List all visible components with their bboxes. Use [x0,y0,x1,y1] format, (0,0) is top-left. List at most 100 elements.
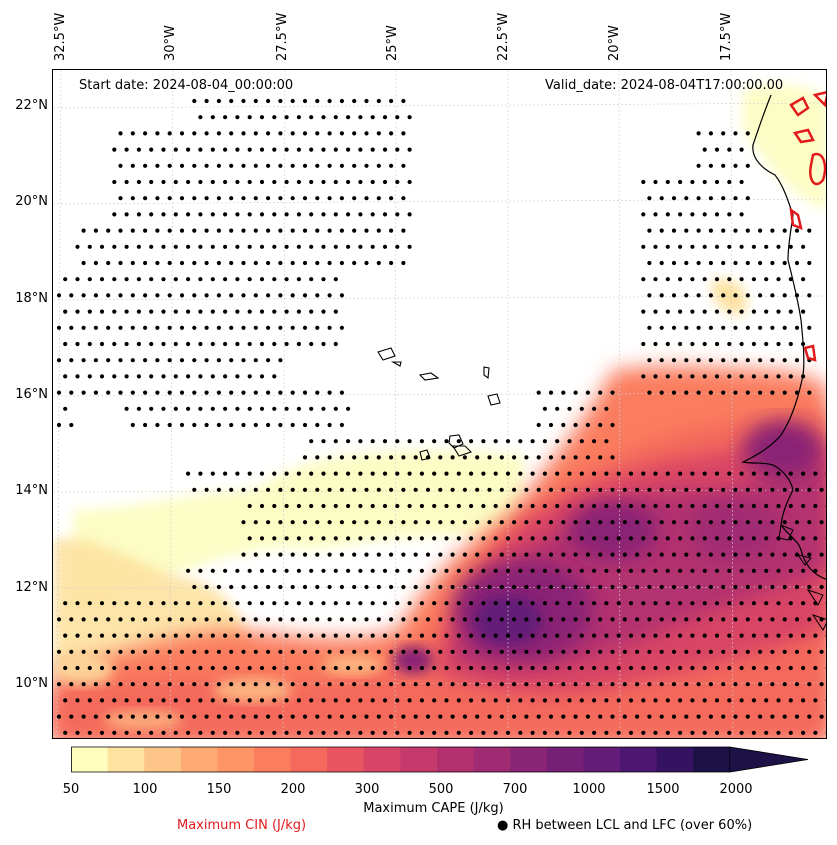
rh-dot [696,520,701,525]
rh-dot [432,730,437,735]
rh-dot [555,471,560,476]
rh-dot [87,730,92,735]
rh-dot [413,552,418,557]
rh-dot [469,601,474,606]
rh-dot [610,552,615,557]
rh-dot [641,212,646,217]
rh-dot [764,244,769,249]
rh-dot [321,568,326,573]
rh-dot [788,471,793,476]
rh-dot [259,633,265,638]
rh-dot [536,520,541,525]
rh-dot [794,617,800,622]
rh-dot [536,617,541,622]
rh-dot [75,309,80,314]
rh-dot [395,147,400,152]
rh-dot [210,212,215,217]
rh-dot [389,649,394,654]
rh-dot [69,293,74,298]
rh-dot [684,293,689,298]
rh-dot [339,520,344,525]
rh-dot [407,568,412,573]
rh-dot [167,131,172,136]
rh-dot [296,601,301,606]
rh-dot [210,179,215,185]
rh-dot [696,390,701,395]
lon-label-17-5w: 17.5°W [719,12,734,61]
rh-dot [714,147,720,152]
rh-dot [610,487,615,492]
rh-dot [505,503,511,509]
rh-dot [745,163,750,168]
rh-dot [678,503,683,509]
rh-dot [475,520,480,525]
rh-dot [395,244,400,249]
rh-dot [87,244,92,249]
rh-dot [149,374,154,379]
rh-dot [210,730,215,735]
rh-dot [210,633,215,638]
rh-dot [647,714,652,719]
rh-dot [518,633,523,638]
rh-dot [653,341,658,347]
rh-dot [714,730,720,735]
rh-dot [136,244,141,249]
start-date-text: Start date: 2024-08-04_00:00:00 [79,78,294,93]
rh-dot [469,471,474,476]
rh-dot [296,698,301,703]
rh-dot [610,714,615,719]
rh-dot [302,98,308,104]
rh-dot [382,244,388,249]
rh-dot [235,341,240,347]
rh-dot [296,536,301,541]
rh-dot [782,293,787,298]
rh-dot [647,487,652,492]
rh-dot [124,406,129,411]
rh-dot [315,228,320,233]
rh-dot [370,212,375,217]
rh-dot [192,584,197,590]
rh-dot [721,228,726,233]
rh-dot [505,601,511,606]
rh-dot [266,487,271,492]
rh-dot [327,682,332,687]
rh-dot [592,730,597,735]
rh-dot [106,293,111,298]
colorbar-tick: 1000 [572,782,606,797]
rh-dot [155,714,160,719]
rh-dot [327,260,332,266]
rh-dot [204,649,209,654]
rh-dot [714,568,720,573]
rh-dot [708,260,714,266]
rh-dot [530,633,535,638]
rh-dot [81,260,86,266]
rh-dot [192,617,197,622]
rh-dot [259,503,265,509]
rh-dot [118,390,123,395]
rh-dot [56,682,62,687]
colorbar-segment [363,747,401,772]
rh-dot [167,260,172,266]
rh-dot [339,196,344,201]
rh-dot [622,617,627,622]
rh-dot [690,212,695,217]
rh-dot [807,714,812,719]
rh-dot [143,228,148,233]
rh-dot [149,244,154,249]
rh-dot [721,584,726,590]
rh-dot [173,309,178,314]
rh-dot [302,714,308,719]
rh-dot [493,439,498,444]
rh-dot [173,341,178,347]
lon-label-30w: 30°W [163,25,178,61]
rh-dot [751,374,757,379]
rh-dot [333,471,338,476]
rh-dot [179,649,185,654]
rh-dot [112,277,117,282]
rh-dot [733,487,738,492]
rh-dot [721,260,726,266]
rh-dot [204,422,209,428]
rh-dot [573,455,578,460]
rh-dot [93,325,98,330]
rh-dot [247,730,252,735]
